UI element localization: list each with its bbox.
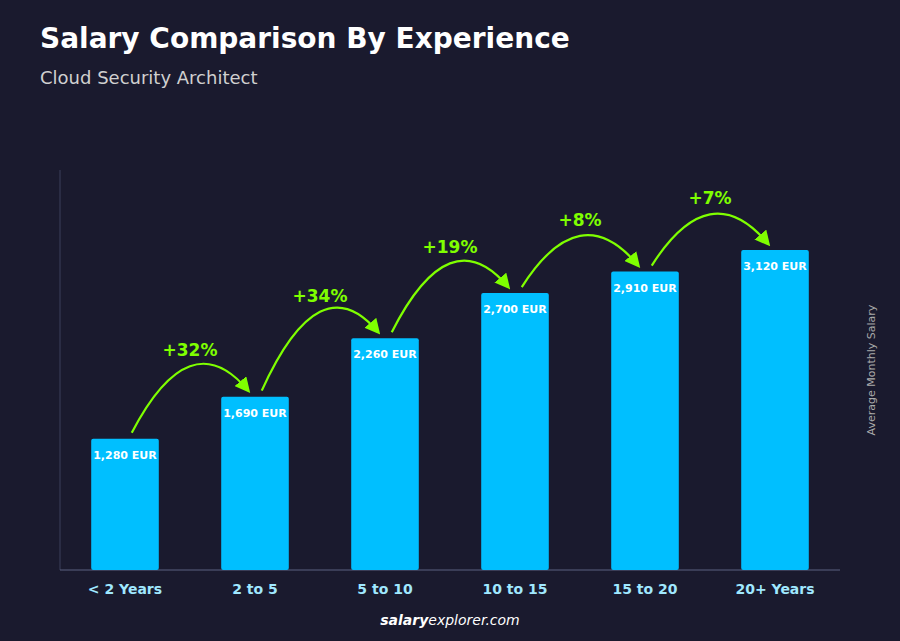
bar (91, 439, 159, 570)
subtitle: Cloud Security Architect (40, 67, 258, 88)
growth-arrow (522, 235, 638, 287)
x-tick-label: < 2 Years (88, 581, 162, 597)
x-tick-label: 15 to 20 (612, 581, 677, 597)
background (0, 0, 900, 641)
x-tick-label: 10 to 15 (482, 581, 547, 597)
footer-part: salary (380, 612, 429, 628)
bar (351, 338, 419, 570)
data-label: 2,260 EUR (353, 348, 417, 361)
annotation: +7% (688, 188, 731, 208)
x-tick-label: 5 to 10 (357, 581, 413, 597)
annotation: +32% (163, 340, 218, 360)
data-label: 1,690 EUR (223, 407, 287, 420)
chart: Salary Comparison By Experience Cloud Sec… (0, 0, 900, 641)
bar (741, 250, 809, 570)
annotation: +8% (558, 210, 601, 230)
y-axis-label: Average Monthly Salary (865, 304, 878, 435)
growth-arrow (262, 308, 378, 391)
y-axis-line (60, 170, 61, 570)
x-tick-label: 2 to 5 (232, 581, 278, 597)
bar (611, 272, 679, 570)
growth-arrow (132, 364, 248, 433)
footer-part: explorer.com (428, 612, 519, 628)
x-axis-line (60, 570, 840, 571)
bar (221, 397, 289, 570)
title: Salary Comparison By Experience (40, 22, 570, 55)
annotation: +19% (423, 237, 478, 257)
bars (91, 250, 809, 570)
annotation: +34% (293, 286, 348, 306)
x-tick-label: 20+ Years (735, 581, 814, 597)
growth-arrow (652, 214, 768, 266)
bar (481, 293, 549, 570)
data-label: 3,120 EUR (743, 260, 807, 273)
data-label: 2,910 EUR (613, 282, 677, 295)
data-label: 2,700 EUR (483, 303, 547, 316)
footer: salaryexplorer.com (380, 612, 520, 628)
growth-arrow (392, 261, 508, 333)
data-label: 1,280 EUR (93, 449, 157, 462)
